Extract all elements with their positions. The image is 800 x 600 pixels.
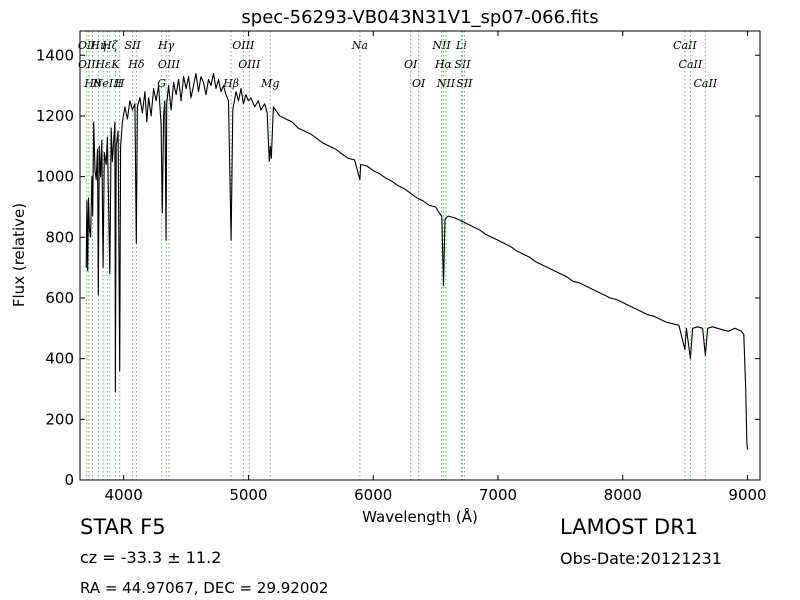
line-label-oi: OI — [404, 58, 418, 71]
x-tick-label: 9000 — [728, 486, 766, 504]
object-class-label: STAR F5 — [80, 515, 166, 539]
survey-label: LAMOST DR1 — [560, 515, 699, 539]
line-label-hζ: Hζ — [101, 39, 119, 52]
line-label-oiii: OIII — [238, 58, 261, 71]
line-label-nii: NII — [431, 39, 451, 52]
plot-frame — [79, 30, 761, 481]
line-label-hη: Hη — [89, 39, 107, 52]
y-tick-label: 800 — [45, 228, 74, 246]
line-label-sii: SII — [456, 77, 473, 90]
y-tick-label: 600 — [45, 289, 74, 307]
x-axis-label: Wavelength (Å) — [362, 507, 478, 526]
line-label-g: G — [157, 77, 166, 90]
line-label-hβ: Hβ — [222, 77, 239, 90]
line-label-oiii: OIII — [78, 58, 101, 71]
spectrum-line — [85, 72, 749, 450]
line-label-nii: NII — [436, 77, 456, 90]
line-label-caii: CaII — [679, 58, 703, 71]
line-label-hγ: Hγ — [157, 39, 175, 52]
line-label-hθ: Hθ — [83, 77, 101, 90]
line-label-oi: OI — [412, 77, 426, 90]
x-tick-label: 8000 — [604, 486, 642, 504]
line-label-sii: SII — [454, 58, 471, 71]
y-tick-label: 1000 — [36, 168, 74, 186]
line-label-caii: CaII — [694, 77, 718, 90]
plot-background — [80, 31, 760, 480]
y-tick-label: 200 — [45, 410, 74, 428]
y-tick-label: 1200 — [36, 107, 74, 125]
line-label-oiii: OIII — [158, 58, 181, 71]
line-label-oiii: OIII — [232, 39, 255, 52]
line-label-k: K — [110, 58, 120, 71]
obs-date-label: Obs-Date:20121231 — [560, 549, 722, 568]
line-label-neiii: NeIII — [92, 77, 123, 90]
y-tick-label: 0 — [64, 471, 74, 489]
chart-title: spec-56293-VB043N31V1_sp07-066.fits — [241, 7, 598, 28]
line-label-hε: Hε — [94, 58, 111, 71]
line-label-li: Li — [455, 39, 467, 52]
x-tick-label: 5000 — [229, 486, 267, 504]
line-label-hδ: Hδ — [127, 58, 145, 71]
line-label-mg: Mg — [260, 77, 279, 90]
coordinates-label: RA = 44.97067, DEC = 29.92002 — [80, 579, 329, 597]
redshift-label: cz = -33.3 ± 11.2 — [80, 548, 222, 567]
axis-ticks: 4000 5000 6000 7000 8000 9000 0 200 400 600 800 100… — [36, 31, 767, 504]
line-label-sii: SII — [125, 39, 142, 52]
line-label-oii: OII — [78, 39, 96, 52]
x-tick-label: 4000 — [105, 486, 143, 504]
spectral-line-markers: OII OIII Hθ Hη Hε NeIII Hζ KH SII Hδ G Hγ OIII Hβ OIII… — [78, 31, 718, 480]
y-tick-label: 400 — [45, 350, 74, 368]
x-tick-label: 7000 — [479, 486, 517, 504]
line-label-hα: Hα — [434, 58, 453, 71]
y-tick-label: 1400 — [36, 46, 74, 64]
x-tick-label: 6000 — [354, 486, 392, 504]
line-label-h: H — [114, 77, 125, 90]
line-label-caii: CaII — [673, 39, 697, 52]
y-axis-label: Flux (relative) — [10, 203, 28, 307]
line-label-na: Na — [351, 39, 368, 52]
